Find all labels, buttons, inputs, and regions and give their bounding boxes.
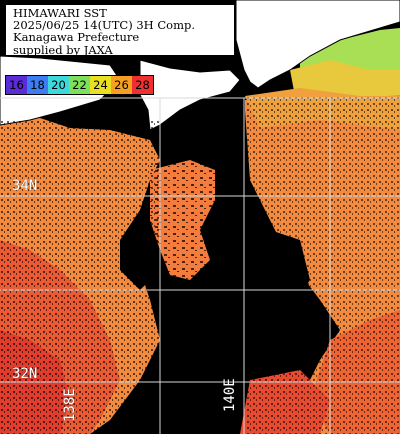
title-box: HIMAWARI SST 2025/06/25 14(UTC) 3H Comp.… — [5, 4, 235, 56]
graticule — [0, 97, 400, 434]
legend-18: 18 — [27, 76, 48, 94]
title-line-1: HIMAWARI SST — [13, 6, 107, 20]
legend-24: 24 — [90, 76, 111, 94]
title-line-4: supplied by JAXA — [13, 42, 113, 57]
legend-20: 20 — [48, 76, 69, 94]
lon-label-140: 140E — [222, 378, 238, 412]
legend-22: 22 — [69, 76, 90, 94]
legend-26: 26 — [111, 76, 132, 94]
sst-region-north-yellow — [290, 60, 400, 100]
cloud-gap-c — [210, 110, 250, 210]
temperature-legend: 16 18 20 22 24 26 28 — [5, 75, 154, 95]
cloud-gap-a — [165, 300, 240, 400]
title-line-2: 2025/06/25 14(UTC) 3H Comp. — [13, 18, 196, 33]
legend-16: 16 — [6, 76, 27, 94]
legend-28: 28 — [132, 76, 153, 94]
land-izu — [139, 59, 241, 131]
lat-label-32: 32N — [12, 366, 38, 382]
cloud-gap-b — [120, 235, 160, 290]
lon-label-138: 138E — [62, 388, 78, 422]
land-honshu — [235, 0, 400, 89]
lat-label-34: 34N — [12, 178, 38, 194]
title-line-3: Kanagawa Prefecture — [13, 30, 140, 45]
